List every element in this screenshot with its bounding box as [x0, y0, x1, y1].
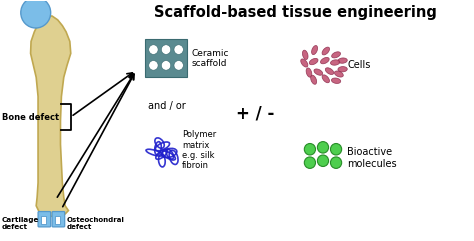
Circle shape [318, 141, 328, 153]
Circle shape [149, 45, 158, 54]
Ellipse shape [331, 78, 341, 83]
Circle shape [318, 155, 328, 167]
Text: Bioactive
molecules: Bioactive molecules [347, 147, 397, 169]
Text: Scaffold-based tissue engineering: Scaffold-based tissue engineering [154, 5, 437, 20]
Ellipse shape [338, 58, 347, 63]
Bar [146, 39, 187, 77]
Bar [41, 216, 46, 224]
Ellipse shape [325, 68, 334, 74]
Ellipse shape [301, 59, 308, 67]
Circle shape [21, 0, 51, 28]
Ellipse shape [338, 67, 347, 72]
Text: Osteochondral
defect: Osteochondral defect [67, 217, 125, 230]
Circle shape [161, 45, 171, 54]
Circle shape [304, 143, 316, 155]
Ellipse shape [306, 68, 312, 77]
Circle shape [304, 157, 316, 168]
Circle shape [330, 157, 342, 168]
Ellipse shape [335, 71, 343, 77]
Text: Ceramic
scaffold: Ceramic scaffold [191, 48, 229, 68]
Ellipse shape [311, 46, 318, 54]
FancyBboxPatch shape [52, 212, 64, 227]
Ellipse shape [314, 69, 323, 75]
Text: Cells: Cells [347, 60, 371, 70]
Circle shape [149, 60, 158, 70]
Text: and / or: and / or [148, 101, 186, 111]
FancyBboxPatch shape [38, 212, 51, 227]
Circle shape [161, 60, 171, 70]
Ellipse shape [322, 75, 329, 83]
Text: Polymer
matrix
e.g. silk
fibroin: Polymer matrix e.g. silk fibroin [182, 130, 216, 170]
Bar [55, 216, 61, 224]
Ellipse shape [332, 52, 340, 58]
Polygon shape [31, 16, 71, 216]
Ellipse shape [310, 75, 317, 84]
Circle shape [330, 143, 342, 155]
Circle shape [174, 60, 183, 70]
Text: + / -: + / - [236, 104, 274, 122]
Text: Bone defect: Bone defect [1, 113, 59, 122]
Text: Cartilage
defect: Cartilage defect [1, 217, 39, 230]
Ellipse shape [320, 57, 329, 64]
Ellipse shape [330, 60, 340, 65]
Ellipse shape [302, 50, 308, 60]
Ellipse shape [322, 47, 329, 55]
Ellipse shape [310, 58, 318, 65]
Circle shape [174, 45, 183, 54]
